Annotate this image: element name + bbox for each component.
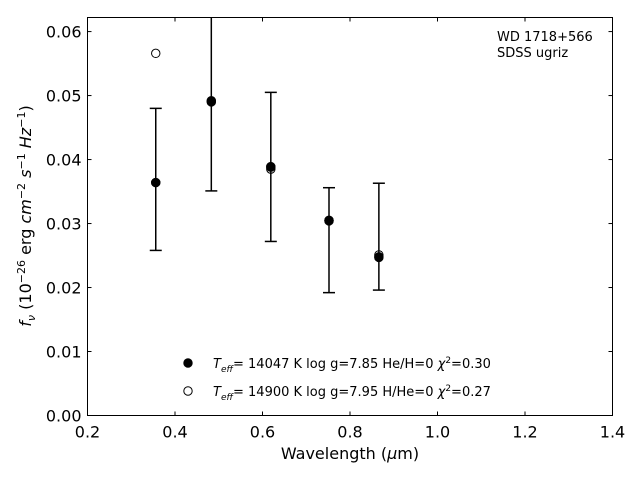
data-points <box>151 48 384 263</box>
error-bars <box>149 17 385 294</box>
model-point-open <box>151 48 161 59</box>
y-axis-title: fν (10−26 erg cm−2 s−1 Hz−1) <box>15 105 38 326</box>
x-tick-label: 1.0 <box>425 423 450 442</box>
axis-tick-labels: 0.2 0.4 0.6 0.8 1.0 1.2 1.4 0.00 0.01 0.02 0.03 0.0… <box>46 23 625 442</box>
x-tick-label: 0.2 <box>75 423 100 442</box>
model-point-open <box>206 95 217 106</box>
model-point-open <box>266 164 276 174</box>
plot-frame <box>87 17 613 416</box>
x-tick-label: 1.4 <box>600 423 625 442</box>
model-point-filled <box>266 162 276 172</box>
y-tick-label: 0.02 <box>46 279 82 298</box>
x-tick-label: 1.2 <box>512 423 537 442</box>
y-tick-label: 0.03 <box>46 215 82 234</box>
legend-entry-2: Teff= 14900 K log g=7.95 H/He=0 χ2=0.27 <box>213 384 491 403</box>
y-tick-label: 0.01 <box>46 343 82 362</box>
model-point-open <box>374 250 384 260</box>
legend: Teff= 14047 K log g=7.85 He/H=0 χ2=0.30 … <box>183 356 491 403</box>
y-tick-label: 0.00 <box>46 407 82 426</box>
model-point-filled <box>374 252 384 262</box>
object-name-label: WD 1718+566 <box>497 30 593 45</box>
y-tick-label: 0.04 <box>46 151 82 170</box>
x-tick-label: 0.4 <box>162 423 187 442</box>
legend-marker-filled <box>183 358 193 368</box>
model-point-open <box>324 215 334 226</box>
y-tick-label: 0.06 <box>46 23 82 42</box>
legend-entry-1: Teff= 14047 K log g=7.85 He/H=0 χ2=0.30 <box>213 356 491 375</box>
axis-ticks <box>87 17 613 416</box>
x-axis-title: Wavelength (μm) <box>281 444 419 463</box>
y-tick-label: 0.05 <box>46 87 82 106</box>
survey-label: SDSS ugriz <box>497 46 568 61</box>
legend-marker-open <box>183 386 193 396</box>
x-tick-label: 0.8 <box>337 423 362 442</box>
x-tick-label: 0.6 <box>250 423 275 442</box>
model-point-filled <box>151 177 161 188</box>
